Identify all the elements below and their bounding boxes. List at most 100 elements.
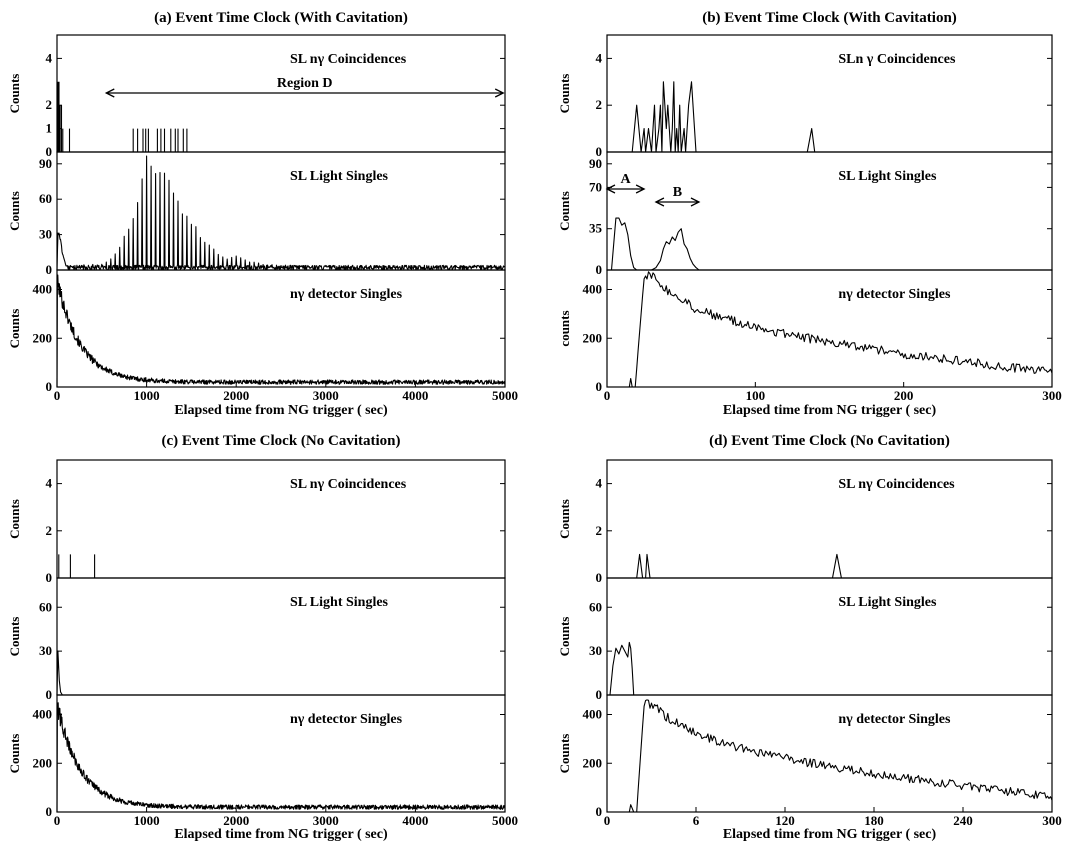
y-tick-label: 1 xyxy=(46,121,53,136)
series-label: SL nγ Coincidences xyxy=(290,477,407,492)
y-tick-label: 0 xyxy=(46,570,53,585)
y-axis-label: counts xyxy=(557,310,572,346)
y-tick-label: 2 xyxy=(46,97,53,112)
y-tick-label: 200 xyxy=(33,330,53,345)
y-tick-label: 0 xyxy=(46,379,53,394)
x-tick-label: 240 xyxy=(953,813,973,828)
panel-1: 0 1 2 4 Counts SL nγ Coincidences Region D xyxy=(7,34,506,159)
series-trace xyxy=(607,217,1052,271)
series-trace xyxy=(56,650,505,696)
y-axis-label: Counts xyxy=(7,499,22,539)
series-label: nγ detector Singles xyxy=(838,287,951,302)
x-tick-label: 4000 xyxy=(402,813,428,828)
x-tick-label: 300 xyxy=(1042,813,1062,828)
series-label: nγ detector Singles xyxy=(290,287,403,302)
y-axis-label: Counts xyxy=(7,617,22,657)
annotation-label: Region D xyxy=(277,76,333,91)
y-tick-label: 400 xyxy=(33,282,53,297)
series-trace xyxy=(56,274,506,388)
series-label: nγ detector Singles xyxy=(838,712,951,727)
y-tick-label: 0 xyxy=(596,144,603,159)
panel-2: 0 30 60 Counts SL Light Singles xyxy=(557,577,1053,702)
series-trace xyxy=(607,699,1053,813)
panel-2: 0 35 70 90 Counts SL Light Singles A B xyxy=(557,151,1053,277)
panel-3: 0 200 400 Counts nγ detector Singles xyxy=(7,269,506,394)
panel-1: 0 2 4 Counts SL nγ Coincidences xyxy=(557,459,1053,585)
chart-b: (b) Event Time Clock (With Cavitation) 0 2… xyxy=(557,10,1062,418)
y-axis-label: Counts xyxy=(557,499,572,539)
series-trace xyxy=(607,641,1052,696)
series-trace xyxy=(607,81,1052,153)
y-tick-label: 0 xyxy=(46,144,53,159)
x-axis-label: Elapsed time from NG trigger ( sec) xyxy=(174,403,388,418)
series-trace xyxy=(607,271,1053,388)
series-label: SL nγ Coincidences xyxy=(290,52,407,67)
y-tick-label: 60 xyxy=(39,191,52,206)
y-tick-label: 70 xyxy=(589,179,602,194)
panel-3: 0 200 400 Counts nγ detector Singles xyxy=(7,694,506,819)
chart-title: (d) Event Time Clock (No Cavitation) xyxy=(709,433,950,449)
x-tick-label: 0 xyxy=(54,813,61,828)
panel-1: 0 2 4 Counts SL nγ Coincidences xyxy=(7,459,506,585)
panel-frame xyxy=(606,151,1053,271)
panel-frame xyxy=(56,269,506,388)
chart-title: (c) Event Time Clock (No Cavitation) xyxy=(161,433,400,449)
y-tick-label: 2 xyxy=(596,523,603,538)
y-tick-label: 0 xyxy=(596,262,603,277)
series-label: SL Light Singles xyxy=(838,169,937,184)
x-tick-label: 0 xyxy=(604,813,611,828)
panel-1: 0 2 4 Counts SLn γ Coincidences xyxy=(557,34,1053,159)
y-tick-label: 200 xyxy=(583,330,603,345)
series-label: SL Light Singles xyxy=(838,595,937,610)
annotation-label: A xyxy=(620,172,631,187)
x-tick-label: 1000 xyxy=(134,388,160,403)
y-tick-label: 35 xyxy=(589,221,603,236)
y-axis-label: Counts xyxy=(7,734,22,774)
arrow-head xyxy=(605,184,616,194)
y-axis-label: Counts xyxy=(557,191,572,231)
panel-frame xyxy=(606,459,1053,579)
chart-a: (a) Event Time Clock (With Cavitation) 0 1… xyxy=(7,10,518,418)
y-tick-label: 90 xyxy=(589,156,602,171)
x-tick-label: 2000 xyxy=(223,388,249,403)
chart-title: (a) Event Time Clock (With Cavitation) xyxy=(154,10,408,26)
y-tick-label: 0 xyxy=(46,262,53,277)
y-tick-label: 0 xyxy=(46,687,53,702)
x-tick-label: 180 xyxy=(864,813,884,828)
panel-frame xyxy=(606,269,1053,388)
x-tick-label: 6 xyxy=(693,813,700,828)
y-tick-label: 0 xyxy=(596,379,603,394)
y-axis-label: Counts xyxy=(557,734,572,774)
x-tick-label: 300 xyxy=(1042,388,1062,403)
arrow-head xyxy=(104,88,115,98)
chart-title: (b) Event Time Clock (With Cavitation) xyxy=(702,10,957,26)
y-tick-label: 0 xyxy=(596,804,603,819)
x-tick-label: 1000 xyxy=(134,813,160,828)
y-axis-label: Counts xyxy=(7,191,22,231)
panel-frame xyxy=(56,459,506,579)
panel-frame xyxy=(56,694,506,813)
x-tick-label: 3000 xyxy=(313,388,339,403)
arrow-head xyxy=(635,184,646,194)
y-tick-label: 90 xyxy=(39,156,52,171)
y-tick-label: 400 xyxy=(583,707,603,722)
chart-d: (d) Event Time Clock (No Cavitation) 0 2 4 C… xyxy=(557,433,1062,842)
series-trace xyxy=(56,155,506,271)
y-tick-label: 30 xyxy=(39,643,52,658)
y-tick-label: 400 xyxy=(583,282,603,297)
series-label: SL nγ Coincidences xyxy=(838,477,955,492)
panel-2: 0 30 60 Counts SL Light Singles xyxy=(7,577,506,702)
y-axis-label: Counts xyxy=(7,74,22,114)
x-tick-label: 100 xyxy=(746,388,766,403)
series-trace xyxy=(607,553,1052,579)
y-tick-label: 4 xyxy=(46,50,53,65)
y-tick-label: 0 xyxy=(46,804,53,819)
chart-c: (c) Event Time Clock (No Cavitation) 0 2 4 C… xyxy=(7,433,518,842)
x-tick-label: 5000 xyxy=(492,813,518,828)
y-tick-label: 4 xyxy=(596,50,603,65)
x-tick-label: 3000 xyxy=(313,813,339,828)
y-axis-label: Counts xyxy=(7,309,22,349)
x-axis-label: Elapsed time from NG trigger ( sec) xyxy=(723,827,937,842)
y-tick-label: 200 xyxy=(33,755,53,770)
